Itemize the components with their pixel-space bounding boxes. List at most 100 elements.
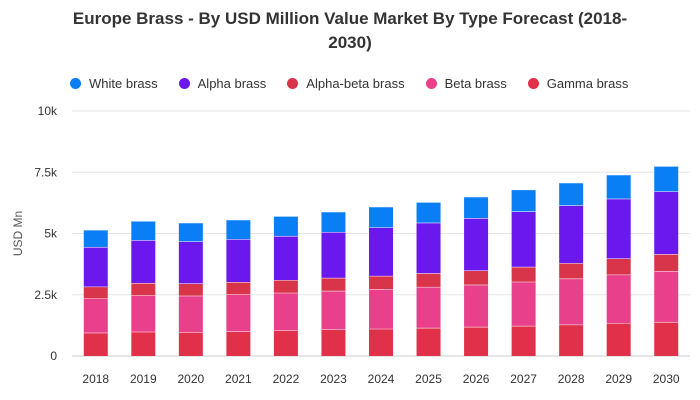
bar-segment — [83, 298, 108, 333]
bar-segment — [511, 325, 536, 356]
bar-segment — [416, 202, 441, 223]
bar-segment — [464, 196, 489, 219]
bar-segment — [559, 324, 584, 356]
bar-segment — [226, 294, 251, 332]
bar-segment — [83, 332, 108, 356]
x-tick-label: 2023 — [320, 372, 347, 386]
bar-segment — [369, 275, 393, 290]
bar-segment — [559, 182, 584, 206]
bar-segment — [178, 331, 203, 356]
x-tick-label: 2024 — [368, 372, 395, 386]
bar-segment — [654, 191, 679, 255]
bar-segment — [83, 286, 108, 299]
bar-segment — [654, 321, 679, 356]
x-tick-label: 2029 — [605, 372, 632, 386]
legend-label: Alpha-beta brass — [306, 75, 405, 91]
y-tick-label: 10k — [38, 104, 58, 118]
bar-segment — [131, 240, 156, 283]
chart-title-line-2: 2030) — [328, 33, 372, 52]
legend-label: Beta brass — [444, 75, 507, 91]
bar-segment — [559, 205, 584, 264]
bar-segment — [178, 295, 203, 332]
x-tick-label: 2022 — [273, 372, 300, 386]
bar-segment — [131, 295, 156, 332]
bar-segment — [321, 329, 346, 356]
bar-segment — [369, 328, 393, 356]
x-tick-label: 2028 — [558, 372, 585, 386]
bar-segment — [654, 166, 679, 192]
bar-segment — [321, 290, 346, 330]
bar-segment — [369, 289, 393, 329]
bar-segment — [654, 254, 679, 271]
x-tick-label: 2026 — [463, 372, 490, 386]
bar-segment — [464, 270, 489, 285]
legend-label: White brass — [89, 75, 158, 91]
bar-segment — [178, 241, 203, 284]
y-tick-label: 7.5k — [34, 165, 58, 179]
x-tick-label: 2019 — [130, 372, 157, 386]
legend-item[interactable]: White brass — [70, 76, 158, 91]
bar-segment — [321, 232, 346, 278]
bar-segment — [511, 211, 536, 267]
x-tick-label: 2025 — [415, 372, 442, 386]
bar-segment — [464, 218, 489, 271]
bar-segment — [321, 211, 346, 233]
bar-segment — [273, 330, 298, 356]
y-tick-label: 0 — [50, 349, 57, 363]
x-tick-label: 2020 — [177, 372, 204, 386]
bar-segment — [226, 282, 251, 295]
x-tick-label: 2018 — [82, 372, 109, 386]
bar-segment — [83, 246, 108, 287]
legend-swatch — [178, 77, 190, 89]
legend-item[interactable]: Beta brass — [425, 75, 507, 91]
bar-segment — [606, 323, 631, 356]
bar-segment — [464, 284, 489, 327]
legend-swatch — [287, 77, 299, 89]
bar-segment — [606, 258, 631, 275]
bar-segment — [273, 235, 298, 281]
bar-segment — [83, 229, 108, 247]
x-tick-label: 2021 — [225, 372, 252, 386]
bar-segment — [559, 263, 584, 279]
bar-segment — [606, 274, 631, 324]
bar-segment — [273, 280, 298, 293]
bar-segment — [178, 222, 203, 242]
bar-segment — [321, 277, 346, 291]
bar-segment — [464, 326, 489, 356]
y-tick-label: 5k — [44, 227, 58, 241]
chart-legend: White brass Alpha brass Alpha-beta brass Be… — [70, 74, 649, 92]
y-axis-label: USD Mn — [11, 211, 25, 256]
legend-label: Alpha brass — [197, 75, 267, 91]
bar-segment — [511, 281, 536, 326]
legend-label: Gamma brass — [546, 75, 629, 91]
bar-segment — [511, 189, 536, 212]
legend-item[interactable]: Gamma brass — [527, 75, 629, 91]
legend-swatch — [425, 77, 437, 89]
legend-item[interactable]: Alpha brass — [178, 75, 267, 91]
chart-title-line-1: Europe Brass - By USD Million Value Mark… — [72, 9, 628, 28]
chart-title: Europe Brass - By USD Million Value Mark… — [0, 7, 700, 55]
bar-segment — [369, 227, 393, 276]
legend-item[interactable]: Alpha-beta brass — [287, 75, 405, 91]
bar-segment — [654, 270, 679, 322]
legend-swatch — [527, 77, 539, 89]
x-tick-label: 2030 — [653, 372, 680, 386]
bar-segment — [606, 174, 631, 199]
bar-segment — [606, 198, 631, 259]
bar-segment — [131, 221, 156, 241]
bar-segment — [511, 266, 536, 282]
bar-segment — [226, 219, 251, 240]
bar-segment — [273, 292, 298, 331]
y-tick-label: 2.5k — [34, 288, 58, 302]
bar-segment — [369, 206, 393, 228]
bar-segment — [131, 331, 156, 356]
bar-segment — [416, 286, 441, 328]
bar-segment — [131, 282, 156, 296]
legend-swatch — [70, 77, 81, 89]
bar-segment — [559, 278, 584, 325]
bar-segment — [416, 222, 441, 274]
bar-segment — [416, 327, 441, 356]
bar-segment — [273, 216, 298, 236]
bar-segment — [416, 273, 441, 287]
